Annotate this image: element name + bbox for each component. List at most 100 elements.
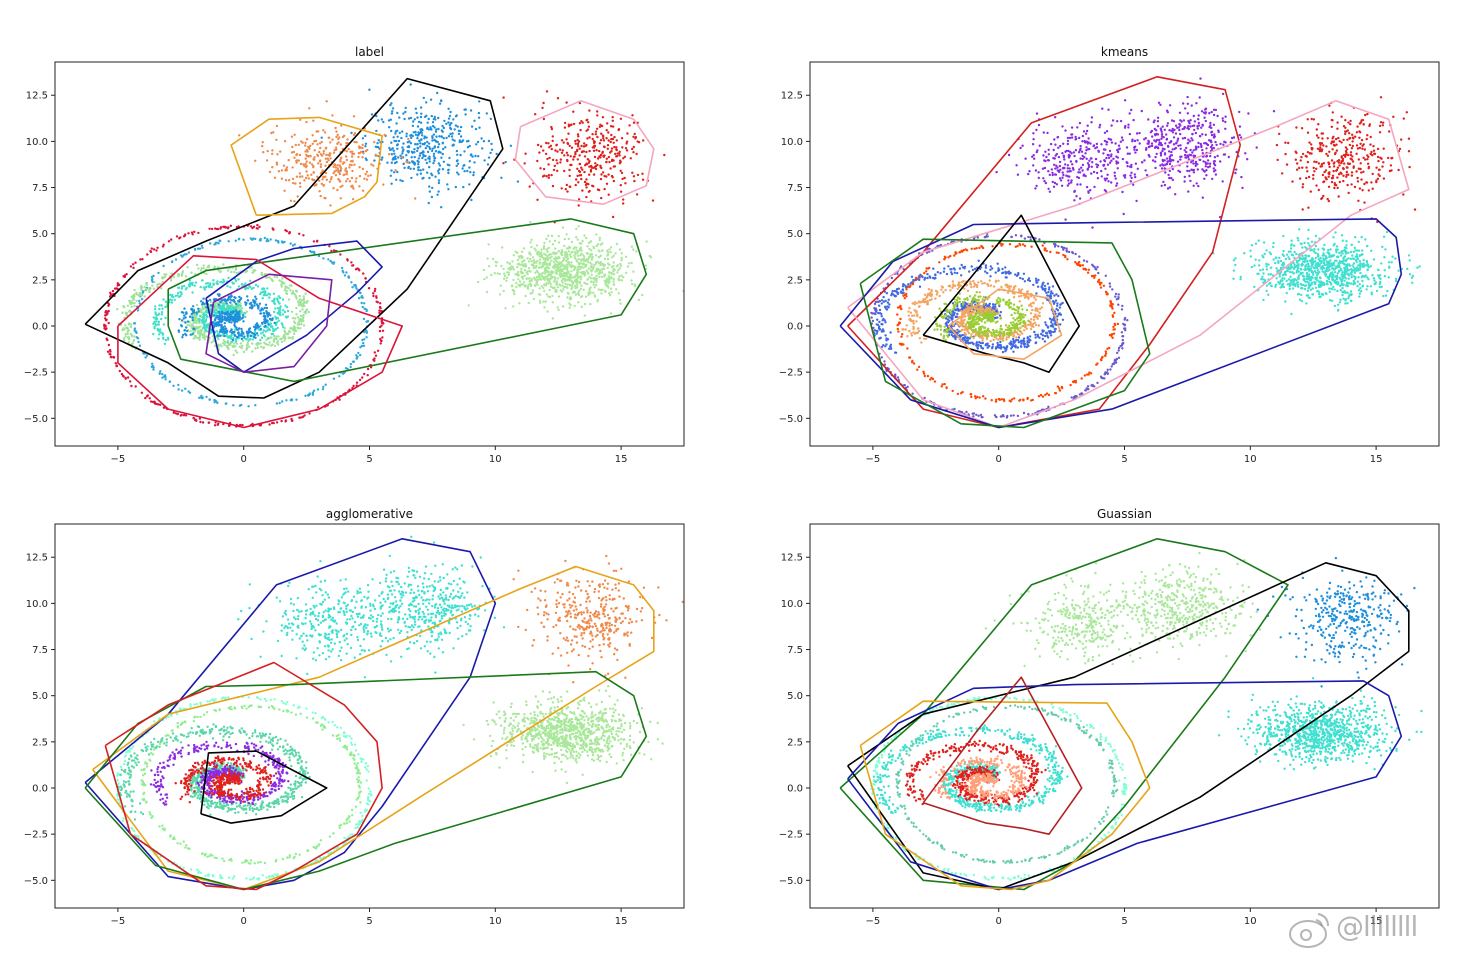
scatter-point <box>1123 99 1127 102</box>
scatter-point <box>599 177 603 181</box>
scatter-point <box>1052 148 1055 152</box>
scatter-point <box>339 158 342 161</box>
scatter-point <box>1351 160 1355 163</box>
scatter-point <box>285 166 289 169</box>
scatter-point <box>327 258 330 261</box>
scatter-point <box>582 145 586 148</box>
scatter-point <box>557 266 561 269</box>
scatter-point <box>410 150 414 153</box>
scatter-point <box>457 129 460 132</box>
scatter-point <box>581 121 584 124</box>
scatter-point <box>349 362 353 366</box>
scatter-point <box>561 305 565 308</box>
scatter-point <box>630 279 633 282</box>
scatter-point <box>1111 119 1115 122</box>
scatter-point <box>280 337 283 340</box>
scatter-point <box>574 284 577 287</box>
scatter-point <box>395 122 398 125</box>
scatter-point <box>191 309 194 312</box>
scatter-point <box>552 251 555 254</box>
scatter-point <box>250 266 253 269</box>
scatter-point <box>1205 147 1208 150</box>
scatter-point <box>197 231 200 235</box>
scatter-point <box>131 342 134 345</box>
scatter-point <box>1224 120 1227 124</box>
scatter-point <box>641 178 645 181</box>
scatter-point <box>243 335 246 338</box>
scatter-point <box>217 422 220 425</box>
scatter-point <box>611 137 615 141</box>
scatter-point <box>209 308 212 312</box>
scatter-point <box>530 259 533 263</box>
scatter-point <box>480 137 483 140</box>
scatter-point <box>572 268 576 272</box>
scatter-point <box>255 297 258 301</box>
scatter-point <box>108 295 112 298</box>
scatter-point <box>1197 141 1200 145</box>
scatter-point <box>1076 126 1079 129</box>
scatter-point <box>319 194 322 198</box>
scatter-point <box>632 175 636 178</box>
scatter-point <box>595 280 598 284</box>
scatter-point <box>343 134 346 137</box>
scatter-point <box>203 288 207 291</box>
scatter-point <box>447 171 450 175</box>
scatter-point <box>259 342 262 345</box>
scatter-point <box>590 266 593 269</box>
scatter-point <box>544 253 547 256</box>
scatter-point <box>1156 133 1160 136</box>
scatter-point <box>125 314 128 317</box>
scatter-point <box>258 302 262 305</box>
scatter-point <box>248 306 252 309</box>
scatter-point <box>124 335 127 338</box>
scatter-point <box>619 264 623 267</box>
scatter-point <box>556 286 560 289</box>
scatter-point <box>389 103 392 107</box>
scatter-point <box>523 284 526 287</box>
scatter-point <box>1174 132 1178 135</box>
scatter-point <box>212 324 216 327</box>
scatter-point <box>318 150 321 154</box>
scatter-point <box>595 244 598 248</box>
scatter-point <box>1151 135 1154 138</box>
scatter-point <box>1068 136 1072 140</box>
scatter-point <box>505 276 509 280</box>
scatter-point <box>407 150 410 153</box>
scatter-point <box>390 141 393 144</box>
scatter-point <box>219 334 222 337</box>
scatter-point <box>1079 147 1082 150</box>
scatter-point <box>468 160 471 163</box>
scatter-point <box>1057 170 1061 173</box>
scatter-point <box>414 130 417 134</box>
scatter-point <box>1107 108 1110 111</box>
scatter-point <box>1102 152 1105 155</box>
scatter-point <box>1078 168 1081 171</box>
scatter-point <box>619 184 622 187</box>
scatter-point <box>607 274 610 278</box>
scatter-point <box>238 310 241 313</box>
scatter-point <box>1108 149 1112 153</box>
scatter-point <box>184 387 187 390</box>
scatter-point <box>1368 123 1372 126</box>
scatter-point <box>617 268 620 272</box>
scatter-point <box>553 164 556 168</box>
scatter-point <box>204 320 207 324</box>
subplot-2: −5 0 5 10 15−5.0−2.50.02.55.07.510.012.5kmea… <box>779 45 1440 465</box>
scatter-point <box>586 282 589 286</box>
scatter-point <box>322 175 326 179</box>
scatter-point <box>227 347 230 351</box>
scatter-point <box>1133 173 1137 176</box>
scatter-point <box>442 160 446 163</box>
scatter-point <box>589 277 593 280</box>
scatter-point <box>1340 155 1343 158</box>
scatter-point <box>1203 116 1206 119</box>
scatter-point <box>157 313 160 316</box>
scatter-point <box>361 305 364 309</box>
scatter-point <box>417 168 420 172</box>
scatter-point <box>298 320 301 323</box>
scatter-point <box>402 142 405 145</box>
scatter-point <box>1015 164 1018 167</box>
scatter-point <box>217 303 220 306</box>
scatter-point <box>1087 148 1090 151</box>
scatter-point <box>468 183 471 186</box>
